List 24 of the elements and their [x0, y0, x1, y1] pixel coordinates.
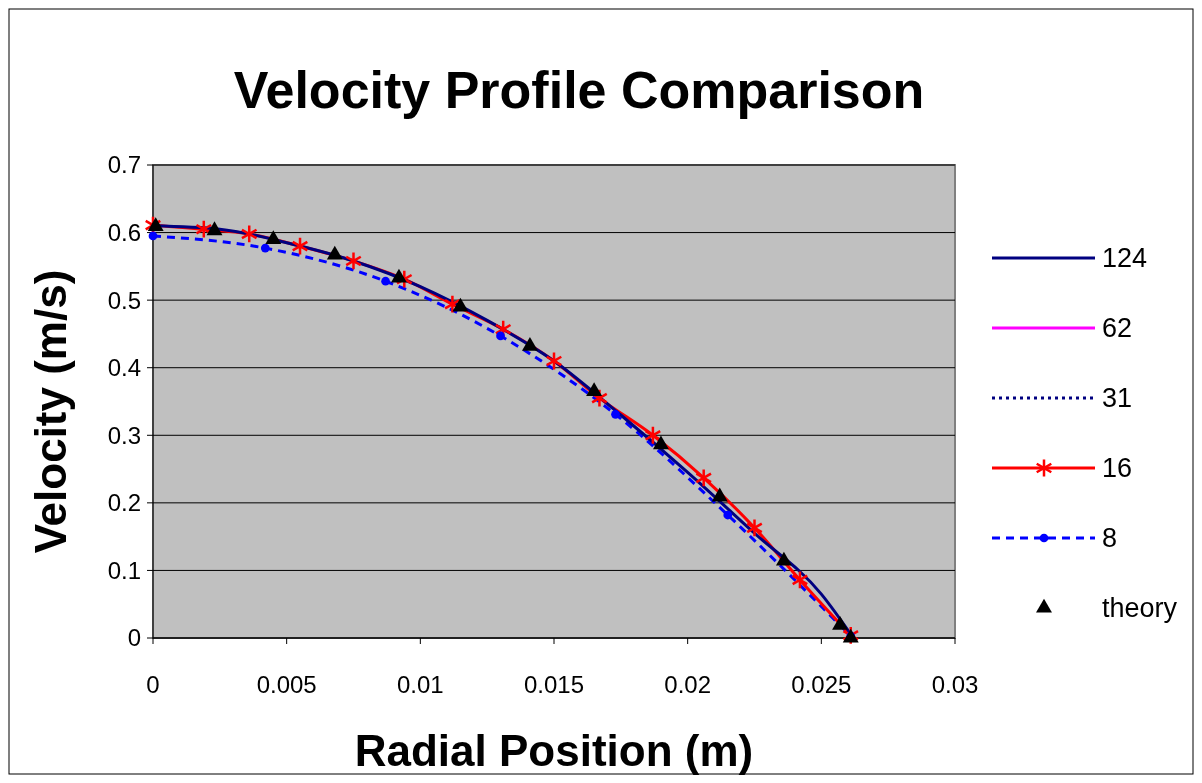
y-tick-label: 0.7	[107, 151, 141, 179]
x-tick-label: 0.03	[931, 671, 979, 698]
y-axis-title: Velocity (m/s)	[26, 269, 75, 554]
y-tick-label: 0.3	[107, 421, 141, 449]
y-tick-label: 0.2	[107, 489, 141, 517]
legend-label: 8	[1102, 523, 1118, 554]
legend-label: 62	[1102, 313, 1133, 344]
legend-label: 31	[1102, 383, 1133, 414]
y-tick-label: 0	[127, 624, 141, 652]
x-axis-title: Radial Position (m)	[354, 726, 754, 775]
x-tick-label: 0.01	[396, 671, 444, 698]
y-tick-label: 0.5	[107, 286, 141, 314]
x-tick-label: 0.02	[664, 671, 712, 698]
y-tick-label: 0.4	[107, 354, 141, 382]
x-tick-label: 0.015	[523, 671, 585, 698]
x-tick-label: 0	[146, 671, 160, 698]
chart-title: Velocity Profile Comparison	[233, 61, 925, 119]
y-tick-label: 0.6	[107, 218, 141, 246]
legend-label: theory	[1102, 593, 1178, 624]
y-tick-label: 0.1	[107, 556, 141, 584]
legend-label: 124	[1102, 243, 1148, 274]
legend-label: 16	[1102, 453, 1133, 484]
x-tick-label: 0.005	[256, 671, 317, 698]
x-tick-label: 0.025	[791, 671, 852, 698]
